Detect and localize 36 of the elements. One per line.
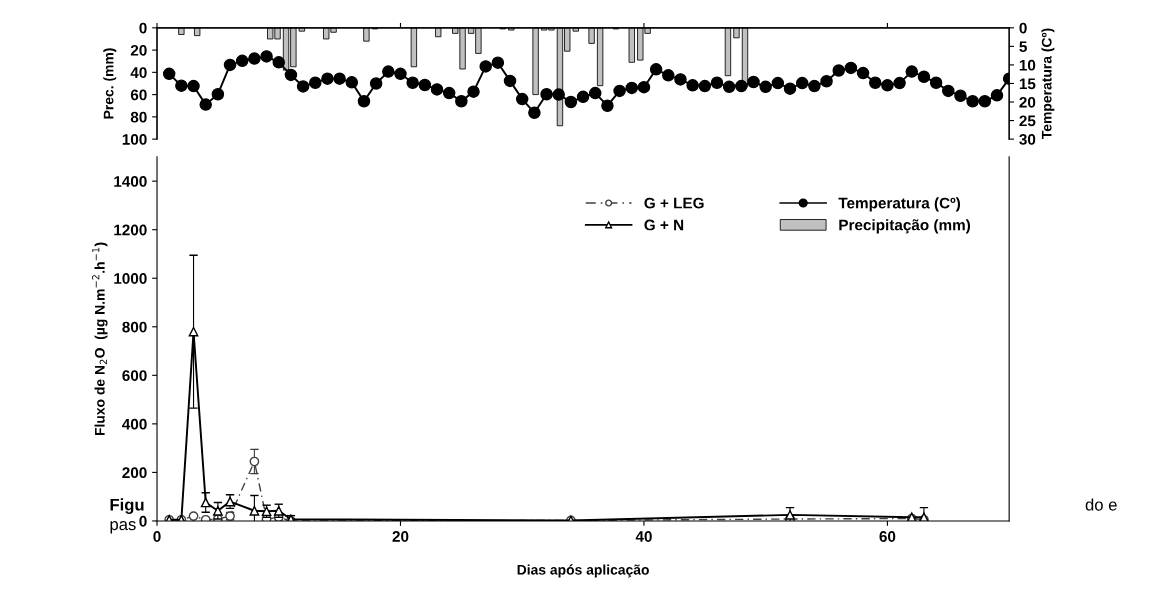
legend-label: G + LEG [644, 197, 704, 209]
x-tick-label: 40 [635, 531, 652, 542]
y-tick-label: 1400 [114, 176, 147, 187]
legend-label: Temperatura (Cº) [838, 197, 961, 212]
y-tick-label: 800 [122, 321, 147, 333]
y-tick-label: 600 [122, 370, 147, 382]
y2-tick-label: 0 [1019, 22, 1027, 34]
y-tick-label: 60 [130, 89, 147, 101]
y-axis-title: Prec. (mm) [103, 48, 117, 119]
x-axis-title: Dias após aplicação [517, 564, 649, 578]
legend-label: G + N [644, 219, 684, 231]
text: pas [110, 521, 136, 534]
y2-tick-label: 10 [1019, 59, 1036, 71]
y2-axis-title: Temperatura (Cº) [1041, 28, 1055, 139]
legend-label: Precipitação (mm) [839, 219, 971, 234]
x-tick-label: 0 [153, 531, 161, 542]
x-tick-label: 60 [879, 531, 896, 542]
y-tick-label: 1200 [114, 224, 147, 236]
text: Figu [110, 498, 144, 514]
y-tick-label: 0 [139, 515, 147, 527]
y-axis-title: Fluxo de N$_{2}$O (µg N.m$^{−2}$.h$^{−1}$) [92, 242, 108, 436]
y-tick-label: 40 [130, 67, 147, 79]
y-tick-label: 20 [130, 44, 147, 56]
y2-tick-label: 20 [1019, 96, 1036, 108]
y-tick-label: 0 [139, 22, 147, 34]
y2-tick-label: 30 [1019, 133, 1036, 145]
x-tick-label: 20 [392, 531, 409, 542]
y-tick-label: 200 [122, 467, 147, 479]
y-tick-label: 80 [130, 111, 147, 123]
y-tick-label: 1000 [114, 273, 147, 284]
y-tick-label: 400 [122, 418, 147, 430]
y2-tick-label: 25 [1019, 115, 1036, 127]
y2-tick-label: 5 [1019, 41, 1027, 53]
y2-tick-label: 15 [1019, 78, 1036, 90]
text: do e [1085, 498, 1117, 511]
y-tick-label: 100 [122, 133, 147, 145]
